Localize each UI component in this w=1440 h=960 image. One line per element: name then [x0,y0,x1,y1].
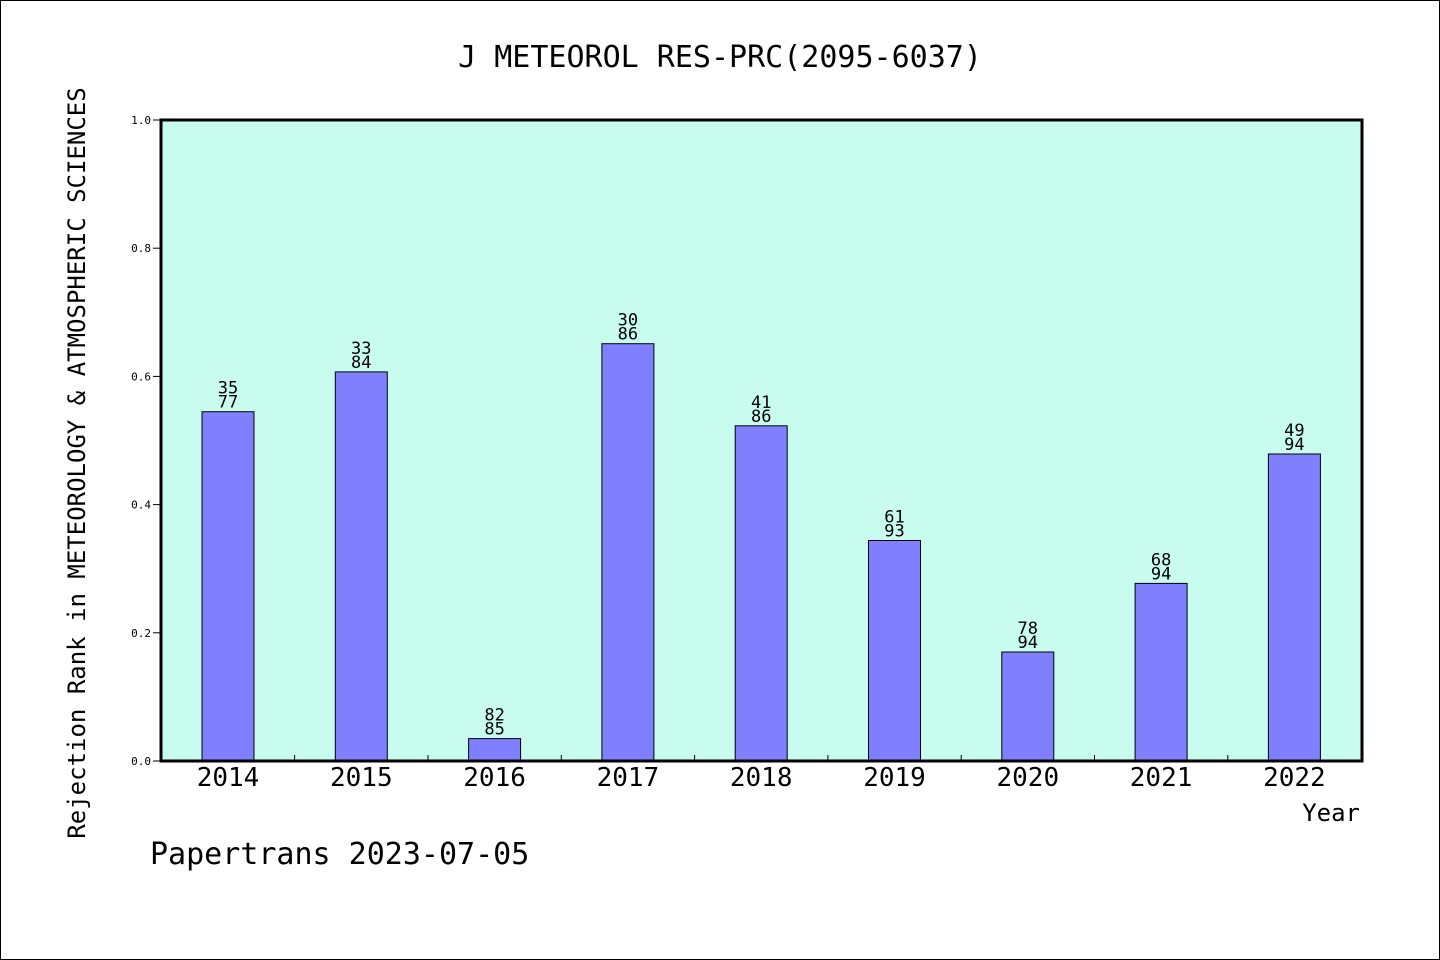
bar-2018 [734,425,788,762]
y-tick-label-0.6: 0.6 [131,370,151,383]
y-tick-label-0.0: 0.0 [131,755,151,768]
y-axis: 0.0 0.2 0.4 0.6 0.8 1.0 [131,114,161,768]
x-axis: 2014 2015 2016 2017 2018 2019 2020 2021 2022 [197,755,1326,793]
x-tick-label-2016: 2016 [463,763,526,793]
bar-2014 [201,411,255,762]
x-tick-label-2014: 2014 [197,763,260,793]
chart-title: J METEOROL RES-PRC(2095-6037) [458,40,982,75]
bar-label-bottom-2022: 94 [1284,435,1304,455]
x-axis-label: Year [1302,799,1360,827]
bar-label-top-2015: 33 [351,339,371,359]
bar-label-top-2021: 68 [1151,550,1171,570]
x-tick-label-2018: 2018 [730,763,793,793]
y-tick-label-1.0: 1.0 [131,114,151,127]
bar-label-top-2022: 49 [1284,421,1304,441]
y-tick-label-0.8: 0.8 [131,242,151,255]
x-tick-label-2015: 2015 [330,763,393,793]
x-tick-label-2020: 2020 [996,763,1059,793]
bar-label-top-2019: 61 [884,508,904,528]
bar-label-top-2016: 82 [484,706,504,726]
x-tick-label-2022: 2022 [1263,763,1326,793]
y-tick-label-0.2: 0.2 [131,627,151,640]
bar-2016 [468,738,522,762]
x-tick-label-2019: 2019 [863,763,926,793]
bar-label-bottom-2015: 84 [351,353,371,373]
bar-label-bottom-2016: 85 [484,720,504,740]
y-tick-label-0.4: 0.4 [131,499,151,512]
bar-label-bottom-2017: 86 [618,325,638,345]
bar-label-top-2020: 78 [1018,619,1038,639]
bar-2021 [1134,582,1188,762]
bar-2019 [868,540,921,762]
x-tick-label-2017: 2017 [597,763,660,793]
y-axis-label: Rejection Rank in METEOROLOGY & ATMOSPHE… [63,87,91,838]
bar-2017 [601,343,655,762]
bar-2015 [334,371,388,762]
bar-label-bottom-2020: 94 [1018,633,1038,653]
bars-group [201,343,1321,762]
plot-frame [159,118,1364,763]
bar-label-bottom-2018: 86 [751,407,771,427]
footer-text: Papertrans 2023-07-05 [150,837,529,872]
bar-label-bottom-2014: 77 [218,393,238,413]
bar-label-top-2017: 30 [618,311,638,331]
bar-2022 [1267,453,1321,762]
bar-label-top-2014: 35 [218,379,238,399]
bar-label-bottom-2019: 93 [884,522,904,542]
bar-label-bottom-2021: 94 [1151,564,1171,584]
x-tick-label-2021: 2021 [1130,763,1193,793]
bar-2020 [1001,651,1055,762]
bar-label-top-2018: 41 [751,393,771,413]
